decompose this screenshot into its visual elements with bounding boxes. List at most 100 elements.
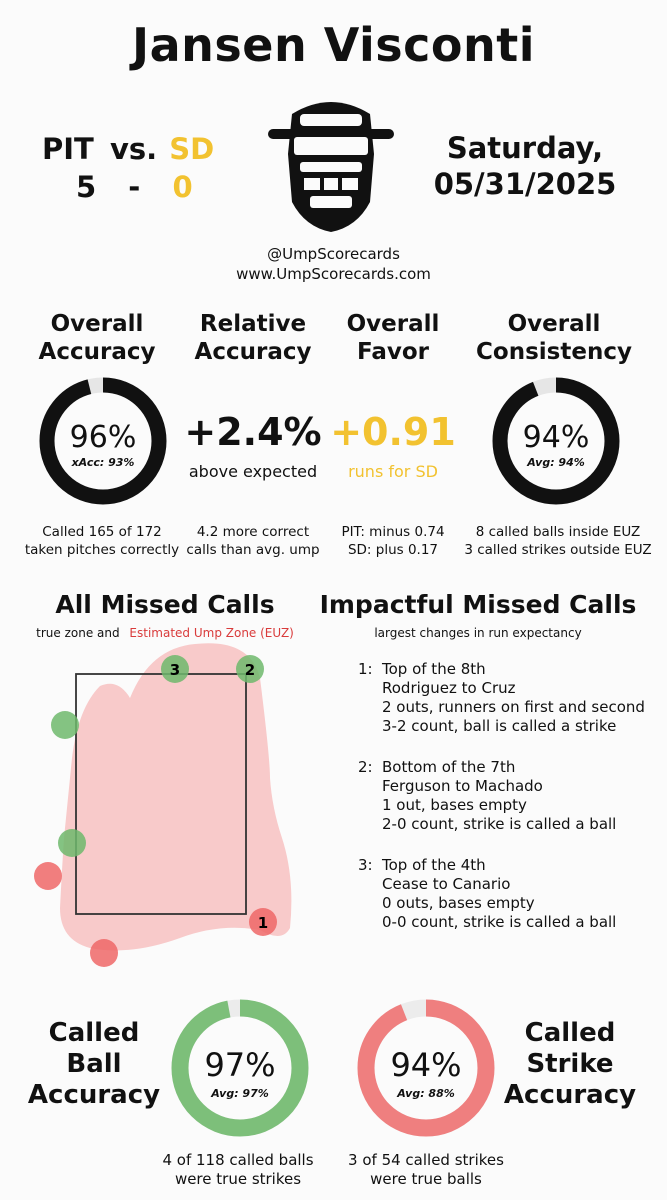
score-line: 5 - 0 bbox=[76, 170, 226, 204]
called-ball-label-1: Called bbox=[48, 1018, 140, 1048]
overall-consistency-title: Overall Consistency bbox=[470, 310, 638, 366]
missed-call-pitch bbox=[90, 939, 118, 967]
impactful-call-2: 2: Bottom of the 7th Ferguson to Machado… bbox=[358, 758, 658, 838]
impactful-call-2-line-1: Bottom of the 7th bbox=[382, 758, 516, 776]
home-score: 5 bbox=[76, 170, 97, 204]
called-strike-label-3: Accuracy bbox=[503, 1080, 637, 1110]
game-date-value: 05/31/2025 bbox=[433, 167, 617, 201]
impactful-call-3-num: 3: bbox=[358, 856, 373, 874]
called-ball-accuracy-label: Called Ball Accuracy bbox=[22, 1018, 166, 1111]
impactful-call-1-line-2: Rodriguez to Cruz bbox=[382, 679, 516, 697]
called-strike-detail-1: 3 of 54 called strikes bbox=[348, 1151, 504, 1169]
impactful-call-3-line-2: Cease to Canario bbox=[382, 875, 511, 893]
vs-label: vs. bbox=[109, 132, 158, 166]
missed-call-label-2: 2 bbox=[245, 661, 255, 679]
overall-accuracy-title: Overall Accuracy bbox=[22, 310, 172, 366]
impactful-call-2-line-3: 1 out, bases empty bbox=[382, 796, 527, 814]
relative-accuracy-value: +2.4% bbox=[184, 410, 322, 454]
called-ball-avg: Avg: 97% bbox=[211, 1087, 269, 1100]
called-ball-ring-fill bbox=[171, 999, 309, 1137]
impactful-call-3-line-1: Top of the 4th bbox=[382, 856, 486, 874]
called-ball-ring bbox=[171, 999, 309, 1137]
relative-accuracy-title-2: Accuracy bbox=[194, 339, 312, 365]
missed-calls-plot: 3 2 1 bbox=[34, 643, 292, 967]
called-ball-value: 97% bbox=[204, 1046, 276, 1084]
catcher-mask-icon bbox=[268, 102, 394, 232]
impactful-call-2-line-2: Ferguson to Machado bbox=[382, 777, 543, 795]
overall-favor-title-1: Overall bbox=[346, 311, 440, 337]
overall-favor-detail: PIT: minus 0.74 SD: plus 0.17 bbox=[330, 523, 456, 559]
overall-favor-detail-1: PIT: minus 0.74 bbox=[341, 524, 445, 540]
impactful-call-3: 3: Top of the 4th Cease to Canario 0 out… bbox=[358, 856, 658, 936]
impactful-call-1: 1: Top of the 8th Rodriguez to Cruz 2 ou… bbox=[358, 660, 658, 740]
overall-favor-title-2: Favor bbox=[356, 339, 430, 365]
all-missed-calls-caption: true zone and Estimated Ump Zone (EUZ) bbox=[10, 626, 320, 640]
overall-consistency-title-2: Consistency bbox=[476, 339, 632, 365]
impactful-call-1-line-4: 3-2 count, ball is called a strike bbox=[382, 717, 617, 735]
impactful-call-1-line-3: 2 outs, runners on first and second bbox=[382, 698, 645, 716]
overall-consistency-ring-fill bbox=[492, 377, 620, 505]
called-ball-detail-1: 4 of 118 called balls bbox=[162, 1151, 314, 1169]
impactful-missed-calls-title: Impactful Missed Calls bbox=[319, 590, 637, 619]
teams-line: PIT vs. SD bbox=[42, 132, 222, 166]
overall-favor-sub: runs for SD bbox=[348, 462, 438, 481]
away-score: 0 bbox=[172, 170, 193, 204]
relative-accuracy-detail: 4.2 more correct calls than avg. ump bbox=[178, 523, 328, 559]
away-team: SD bbox=[169, 132, 215, 166]
called-ball-label-3: Accuracy bbox=[27, 1080, 161, 1110]
overall-favor-value: +0.91 bbox=[330, 410, 456, 454]
overall-consistency-value: 94% bbox=[522, 420, 590, 455]
relative-accuracy-title: Relative Accuracy bbox=[176, 310, 330, 366]
caption-true-zone: true zone and bbox=[36, 626, 120, 640]
game-day: Saturday, bbox=[446, 131, 604, 165]
called-strike-label-1: Called bbox=[524, 1018, 616, 1048]
relative-accuracy-title-1: Relative bbox=[199, 311, 307, 337]
missed-call-pitch bbox=[249, 908, 277, 936]
called-strike-accuracy-label: Called Strike Accuracy bbox=[500, 1018, 640, 1111]
euz-region bbox=[60, 643, 292, 951]
called-ball-label-2: Ball bbox=[66, 1049, 122, 1079]
score-dash: - bbox=[128, 170, 141, 204]
credits: @UmpScorecards www.UmpScorecards.com bbox=[0, 244, 667, 284]
impactful-call-1-num: 1: bbox=[358, 660, 373, 678]
twitter-handle: @UmpScorecards bbox=[267, 245, 400, 263]
impactful-call-1-line-1: Top of the 8th bbox=[382, 660, 486, 678]
overall-accuracy-detail-2: taken pitches correctly bbox=[24, 542, 180, 558]
overall-accuracy-value: 96% bbox=[69, 420, 137, 455]
umpire-name: Jansen Visconti bbox=[131, 18, 536, 72]
called-strike-label-2: Strike bbox=[526, 1049, 614, 1079]
called-strike-ring bbox=[357, 999, 495, 1137]
called-strike-avg: Avg: 88% bbox=[397, 1087, 455, 1100]
impactful-call-3-line-4: 0-0 count, strike is called a ball bbox=[382, 913, 617, 931]
overall-consistency-detail: 8 called balls inside EUZ 3 called strik… bbox=[454, 523, 662, 559]
caption-euz: Estimated Ump Zone (EUZ) bbox=[129, 626, 294, 640]
all-missed-calls-title: All Missed Calls bbox=[55, 590, 275, 619]
called-ball-detail: 4 of 118 called balls were true strikes bbox=[138, 1151, 338, 1189]
called-strike-ring-fill bbox=[357, 999, 495, 1137]
overall-accuracy-xacc: xAcc: 93% bbox=[71, 456, 135, 469]
called-ball-detail-2: were true strikes bbox=[174, 1170, 302, 1188]
relative-accuracy-detail-2: calls than avg. ump bbox=[186, 542, 320, 558]
missed-call-label-3: 3 bbox=[170, 661, 180, 679]
missed-call-label-1: 1 bbox=[258, 914, 268, 932]
game-date: Saturday, 05/31/2025 bbox=[420, 130, 630, 202]
relative-accuracy-sub: above expected bbox=[188, 462, 318, 481]
impactful-call-2-line-4: 2-0 count, strike is called a ball bbox=[382, 815, 617, 833]
impactful-call-3-line-3: 0 outs, bases empty bbox=[382, 894, 535, 912]
overall-consistency-ring bbox=[492, 377, 620, 505]
overall-consistency-detail-1: 8 called balls inside EUZ bbox=[475, 524, 641, 540]
missed-call-pitch bbox=[236, 655, 264, 683]
called-strike-detail-2: were true balls bbox=[370, 1170, 482, 1188]
overall-consistency-detail-2: 3 called strikes outside EUZ bbox=[464, 542, 652, 558]
overall-favor-title: Overall Favor bbox=[330, 310, 456, 366]
overall-accuracy-ring bbox=[39, 377, 167, 505]
missed-call-pitch bbox=[58, 829, 86, 857]
called-strike-value: 94% bbox=[390, 1046, 462, 1084]
overall-consistency-title-1: Overall bbox=[507, 311, 601, 337]
home-team: PIT bbox=[42, 132, 94, 166]
true-strike-zone bbox=[75, 673, 247, 915]
called-strike-detail: 3 of 54 called strikes were true balls bbox=[326, 1151, 526, 1189]
overall-accuracy-ring-fill bbox=[39, 377, 167, 505]
overall-accuracy-title-2: Accuracy bbox=[38, 339, 156, 365]
overall-accuracy-detail: Called 165 of 172 taken pitches correctl… bbox=[12, 523, 192, 559]
